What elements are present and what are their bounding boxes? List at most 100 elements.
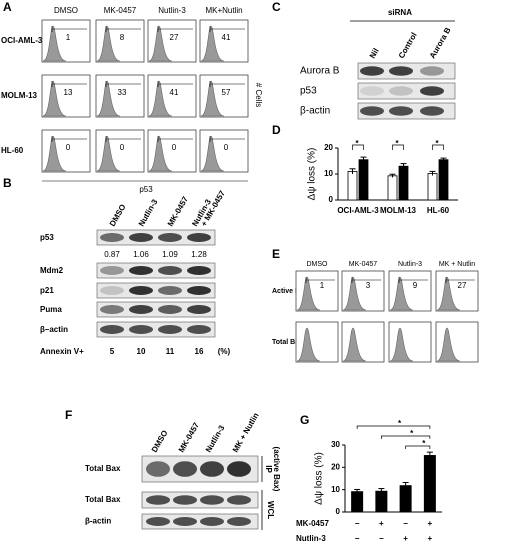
band-label: β–actin: [40, 325, 68, 334]
gate-value: 3: [366, 281, 371, 290]
y-tick-label: 0: [329, 195, 334, 204]
column-label: MK+Nutlin: [205, 6, 242, 15]
blot-band: [227, 495, 251, 505]
x-tick-label: +: [428, 519, 433, 528]
y-tick-label: 10: [324, 169, 333, 178]
histogram-peak: [436, 276, 461, 311]
column-label: MK + Nutlin: [439, 261, 475, 268]
band-label: p21: [40, 286, 54, 295]
band-label: β-actin: [300, 106, 330, 117]
side-label: (active Bax): [272, 447, 281, 492]
panel-letter: D: [272, 123, 281, 137]
row-label: OCI-AML-3: [1, 36, 43, 45]
gate-value: 33: [118, 88, 127, 97]
significance-bracket: [356, 425, 431, 429]
x-tick-label: OCI-AML-3: [337, 206, 379, 215]
row-label: Total Bax: [272, 339, 303, 346]
bar: [427, 173, 438, 201]
unit-label: (%): [218, 347, 231, 356]
annexin-value: 5: [110, 347, 115, 356]
column-label: Nutlin-3: [398, 261, 422, 268]
column-label: Nutlin-3: [158, 6, 186, 15]
column-label: DMSO: [54, 6, 78, 15]
blot-band: [173, 517, 197, 526]
ratio-label: 1.28: [191, 250, 207, 259]
histogram-peak: [42, 25, 67, 62]
blot-band: [129, 233, 153, 242]
blot-band: [187, 266, 211, 275]
significance-bracket: [352, 144, 364, 150]
blot-band: [100, 233, 124, 242]
y-tick-label: 20: [324, 143, 333, 152]
blot-band: [420, 66, 444, 76]
significance-label: *: [422, 439, 426, 448]
row-label: Active Bax: [272, 288, 308, 295]
axis-label: # Cells: [254, 83, 263, 107]
column-label: MK-0457: [349, 261, 378, 268]
blot-band: [360, 66, 384, 76]
significance-bracket: [432, 144, 444, 150]
column-label: MK-0457: [166, 195, 191, 228]
x-tick-label: −: [379, 534, 384, 543]
significance-label: *: [410, 429, 414, 438]
gate-value: 27: [458, 281, 467, 290]
column-label: MK + Nutlin: [231, 411, 261, 454]
blot-band: [146, 517, 170, 526]
blot-band: [158, 266, 182, 275]
blot-band: [129, 286, 153, 295]
blot-strip: [96, 301, 216, 318]
column-label: MK-0457: [177, 421, 202, 454]
x-tick-label: HL-60: [427, 206, 450, 215]
gate-value: 57: [222, 88, 231, 97]
blot-band: [200, 461, 224, 477]
panel-letter: G: [300, 413, 309, 427]
band-label: Mdm2: [40, 266, 64, 275]
gate-value: 0: [224, 143, 229, 152]
significance-label: *: [395, 139, 399, 148]
band-label: Total Bax: [85, 495, 121, 504]
gate-value: 0: [120, 143, 125, 152]
blot-band: [227, 517, 251, 526]
gate-value: 0: [172, 143, 177, 152]
bar: [375, 490, 388, 512]
blot-band: [227, 461, 251, 477]
panel-letter: B: [3, 176, 12, 190]
x-tick-label: +: [403, 534, 408, 543]
bar: [387, 175, 398, 201]
axis-label: Δψ loss (%): [307, 148, 318, 201]
blot-band: [389, 86, 413, 96]
blot-band: [158, 286, 182, 295]
significance-label: *: [398, 419, 402, 428]
histogram-peak: [389, 327, 414, 362]
column-label: DMSO: [307, 261, 329, 268]
blot-band: [146, 461, 170, 477]
column-label: Aurora B: [428, 26, 453, 60]
bar: [351, 491, 364, 512]
column-label: Nutlin-3: [204, 423, 227, 454]
histogram-peak: [96, 80, 121, 117]
row-label: Nutlin-3: [296, 534, 326, 543]
blot-band: [360, 106, 384, 116]
gate-value: 9: [413, 281, 418, 290]
histogram-peak: [42, 135, 67, 172]
gate-value: 8: [120, 33, 125, 42]
x-tick-label: +: [379, 519, 384, 528]
histogram-peak: [296, 327, 321, 362]
blot-band: [146, 495, 170, 505]
histogram-peak: [200, 80, 225, 117]
histogram-peak: [42, 80, 67, 117]
side-label: WCL: [266, 501, 275, 519]
histogram-peak: [342, 276, 367, 311]
bar: [358, 159, 369, 201]
blot-strip: [96, 262, 216, 279]
blot-band: [100, 305, 124, 314]
histogram-frame: [341, 321, 385, 363]
axis-label: p53: [139, 185, 153, 194]
gate-value: 1: [320, 281, 325, 290]
row-label: Annexin V+: [40, 347, 84, 356]
blot-band: [389, 106, 413, 116]
bar: [399, 485, 412, 512]
annexin-value: 11: [166, 347, 175, 356]
gate-value: 0: [66, 143, 71, 152]
row-label: HL-60: [1, 146, 24, 155]
